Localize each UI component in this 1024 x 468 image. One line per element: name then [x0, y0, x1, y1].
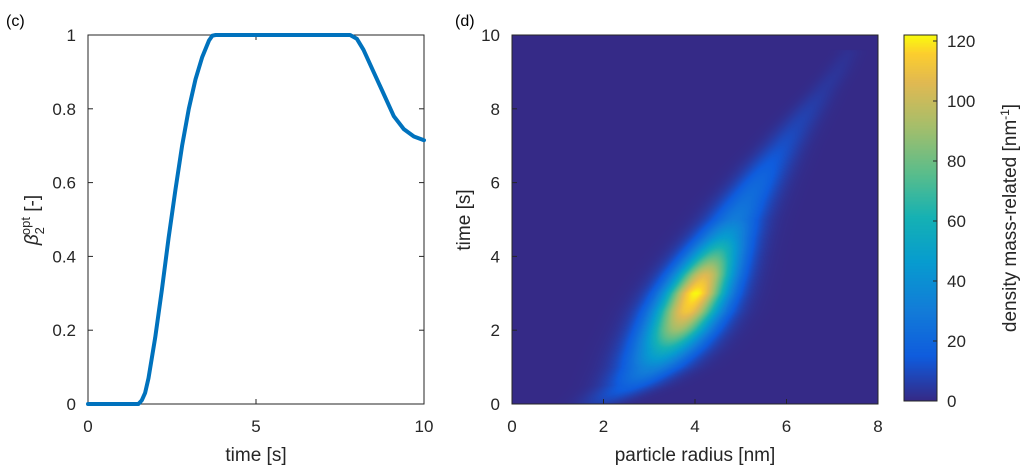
- plot-c-ytick-label: 0.2: [52, 321, 76, 340]
- panel-d-label: (d): [455, 13, 475, 30]
- heatmap-canvas-holder: [512, 35, 878, 404]
- colorbar-label-sup: -1: [998, 109, 1012, 120]
- plot-c-ytick-label: 0.8: [52, 100, 76, 119]
- plot-c-xtick-label: 5: [251, 417, 260, 436]
- plot-c-ytick-label: 0.4: [52, 247, 76, 266]
- colorbar-tick-label: 100: [947, 92, 975, 111]
- plot-c-ylabel-unit: [-]: [22, 195, 43, 217]
- panel-c: (c) 0 5 10 0 0.2 0.4 0.6 0.8 1 time [s] β2opt [-…: [6, 13, 433, 466]
- plot-d-xtick-label: 4: [690, 417, 699, 436]
- colorbar-label-main: density mass-related [nm: [1000, 120, 1021, 332]
- plot-d-xtick-label: 2: [599, 417, 608, 436]
- panel-c-label: (c): [6, 13, 25, 30]
- colorbar-tick-label: 60: [947, 212, 966, 231]
- plot-d-xtick-label: 6: [782, 417, 791, 436]
- plot-c-ytick-label: 0: [67, 395, 76, 414]
- plot-c-axes-box: [87, 34, 425, 405]
- plot-c-series-line: [86, 33, 426, 406]
- plot-c-ylabel-main: β: [22, 234, 43, 246]
- plot-c-ticks: 0 5 10 0 0.2 0.4 0.6 0.8 1: [52, 26, 433, 436]
- colorbar-tick-label: 0: [947, 392, 956, 411]
- plot-d-ytick-label: 8: [491, 100, 500, 119]
- plot-c-xtick-label: 10: [415, 417, 434, 436]
- plot-d-ytick-label: 2: [491, 321, 500, 340]
- colorbar-ticks: 0 20 40 60 80 100 120: [933, 32, 975, 411]
- plot-d-ytick-label: 0: [491, 395, 500, 414]
- colorbar-label: density mass-related [nm-1]: [998, 104, 1021, 332]
- plot-d-ticks: 0 2 4 6 8 0 2 4 6 8 10: [481, 26, 883, 436]
- plot-d-ytick-label: 10: [481, 26, 500, 45]
- plot-d-xtick-label: 8: [873, 417, 882, 436]
- colorbar-tick-label: 120: [947, 32, 975, 51]
- heatmap-canvas: [512, 35, 878, 404]
- colorbar-holder: [904, 35, 937, 401]
- plot-d-xtick-label: 0: [507, 417, 516, 436]
- plot-c-ylabel-sup: opt: [18, 217, 33, 235]
- plot-c-ylabel: β2opt [-]: [18, 195, 47, 246]
- colorbar-tick-label: 40: [947, 272, 966, 291]
- colorbar-canvas: [904, 35, 937, 401]
- plot-c-xlabel: time [s]: [225, 445, 286, 466]
- plot-c-xtick-label: 0: [83, 417, 92, 436]
- colorbar-tick-label: 20: [947, 332, 966, 351]
- plot-c-ylabel-sub: 2: [32, 227, 47, 234]
- colorbar-box: [903, 34, 938, 402]
- plot-d-ytick-label: 6: [491, 174, 500, 193]
- plot-c-ytick-label: 1: [67, 26, 76, 45]
- colorbar-tick-label: 80: [947, 152, 966, 171]
- plot-c-ytick-label: 0.6: [52, 174, 76, 193]
- plot-d-ytick-label: 4: [491, 247, 500, 266]
- plot-d-xlabel: particle radius [nm]: [615, 445, 776, 466]
- plot-d-ylabel: time [s]: [454, 189, 475, 250]
- colorbar-label-end: ]: [1000, 104, 1021, 109]
